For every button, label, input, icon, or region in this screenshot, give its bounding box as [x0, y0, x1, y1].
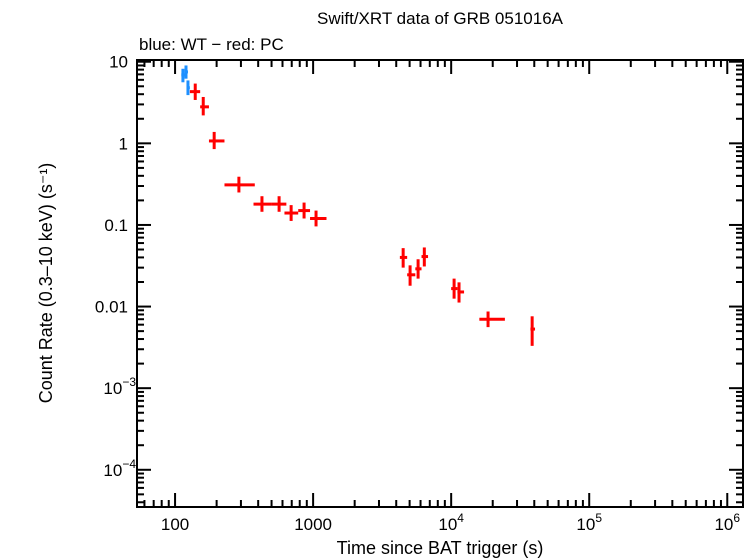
- y-tick-label: 0.1: [104, 216, 128, 235]
- data-point-pc: [284, 205, 299, 221]
- data-point-pc: [189, 83, 201, 100]
- data-point-pc: [224, 176, 255, 193]
- data-point-pc: [421, 247, 429, 267]
- data-point-pc: [253, 196, 272, 212]
- y-tick-label: 1: [119, 134, 128, 153]
- x-tick-label: 104: [438, 511, 464, 534]
- data-point-wt: [184, 65, 188, 79]
- y-tick-label: 10−3: [103, 375, 136, 398]
- x-tick-label: 100: [161, 515, 189, 534]
- x-tick-label: 106: [714, 511, 740, 534]
- chart-subtitle: blue: WT − red: PC: [139, 35, 284, 54]
- data-point-wt: [181, 68, 185, 83]
- data-point-pc: [399, 248, 408, 268]
- data-point-pc: [407, 265, 416, 286]
- y-tick-label: 10: [109, 53, 128, 72]
- data-point-pc: [451, 278, 458, 299]
- data-point-pc: [530, 316, 536, 346]
- data-point-pc: [298, 202, 311, 219]
- x-tick-label: 1000: [294, 515, 332, 534]
- y-axis-label: Count Rate (0.3–10 keV) (s⁻¹): [36, 163, 56, 404]
- chart-title: Swift/XRT data of GRB 051016A: [317, 9, 564, 28]
- data-point-pc: [208, 131, 225, 150]
- data-point-pc: [200, 96, 209, 116]
- data-point-pc: [479, 311, 505, 328]
- data-point-pc: [457, 282, 465, 303]
- x-tick-label: 105: [576, 511, 602, 534]
- data-point-pc: [271, 196, 287, 212]
- x-axis-label: Time since BAT trigger (s): [337, 538, 544, 558]
- y-tick-label: 10−4: [103, 457, 136, 480]
- plot-frame: [136, 59, 744, 508]
- data-point-pc: [415, 259, 422, 279]
- data-point-pc: [310, 210, 327, 227]
- data-point-wt: [186, 80, 190, 96]
- y-tick-label: 0.01: [95, 298, 128, 317]
